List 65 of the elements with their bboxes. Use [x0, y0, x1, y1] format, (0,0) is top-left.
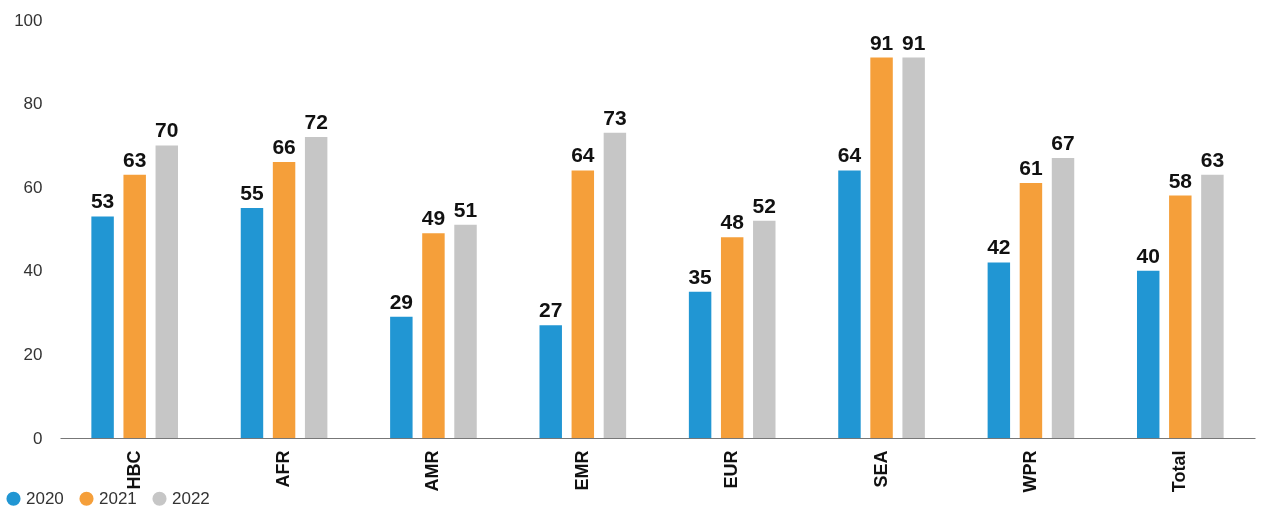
bar — [91, 216, 114, 438]
y-tick-label: 40 — [23, 261, 43, 281]
x-tick-label: EUR — [721, 450, 742, 489]
data-label: 40 — [1136, 243, 1160, 267]
bar — [1019, 183, 1043, 438]
x-tick-label: WPR — [1019, 450, 1040, 493]
y-tick-label: 20 — [23, 344, 43, 364]
bar — [1169, 195, 1192, 438]
data-label: 58 — [1168, 168, 1193, 192]
y-tick-label: 80 — [23, 94, 43, 114]
data-label: 61 — [1019, 156, 1043, 180]
x-tick-label: EMR — [571, 450, 592, 491]
data-label: 91 — [869, 30, 894, 54]
bar — [240, 208, 264, 438]
data-label: 72 — [304, 110, 328, 134]
bar — [123, 174, 146, 438]
bar — [603, 132, 627, 438]
data-label: 35 — [688, 264, 713, 288]
data-label: 51 — [453, 197, 478, 221]
data-label: 55 — [240, 181, 264, 205]
x-tick-label: AMR — [422, 450, 443, 492]
data-label: 73 — [603, 105, 627, 129]
bar — [155, 145, 179, 438]
data-label: 91 — [901, 30, 926, 54]
legend-label: 2022 — [172, 488, 210, 508]
data-label: 63 — [123, 147, 147, 171]
data-label: 64 — [837, 143, 862, 167]
data-label: 48 — [720, 210, 745, 234]
bar — [390, 316, 413, 438]
data-label: 49 — [421, 206, 446, 230]
data-label: 66 — [272, 135, 296, 159]
data-label: 53 — [90, 189, 115, 213]
y-tick-label: 0 — [33, 428, 43, 448]
bar — [304, 137, 328, 438]
data-label: 70 — [155, 118, 179, 142]
bar — [272, 162, 296, 438]
bar — [1136, 270, 1160, 438]
bar — [1201, 174, 1224, 438]
bar — [720, 237, 744, 438]
bar — [753, 220, 776, 438]
legend-label: 2020 — [26, 488, 64, 508]
data-label: 52 — [752, 193, 776, 217]
bar — [454, 224, 477, 438]
bar — [688, 291, 712, 438]
data-label: 64 — [571, 143, 595, 167]
x-tick-label: Total — [1169, 450, 1190, 493]
bar — [838, 170, 861, 438]
legend-label: 2021 — [99, 488, 137, 508]
data-label: 63 — [1200, 147, 1225, 171]
y-tick-label: 100 — [14, 10, 43, 30]
y-tick-label: 60 — [23, 177, 43, 197]
data-label: 67 — [1051, 130, 1075, 154]
bar — [571, 170, 595, 438]
x-tick-label: HBC — [123, 450, 144, 490]
x-tick-label: AFR — [273, 450, 294, 488]
data-label: 27 — [539, 298, 563, 322]
bar — [1051, 157, 1075, 438]
data-label: 29 — [389, 289, 414, 313]
bar — [870, 57, 893, 438]
bar — [987, 262, 1011, 438]
data-label: 42 — [987, 235, 1011, 259]
bar — [902, 57, 925, 438]
x-tick-label: SEA — [870, 450, 891, 488]
bar — [539, 325, 562, 438]
bar — [422, 233, 445, 438]
